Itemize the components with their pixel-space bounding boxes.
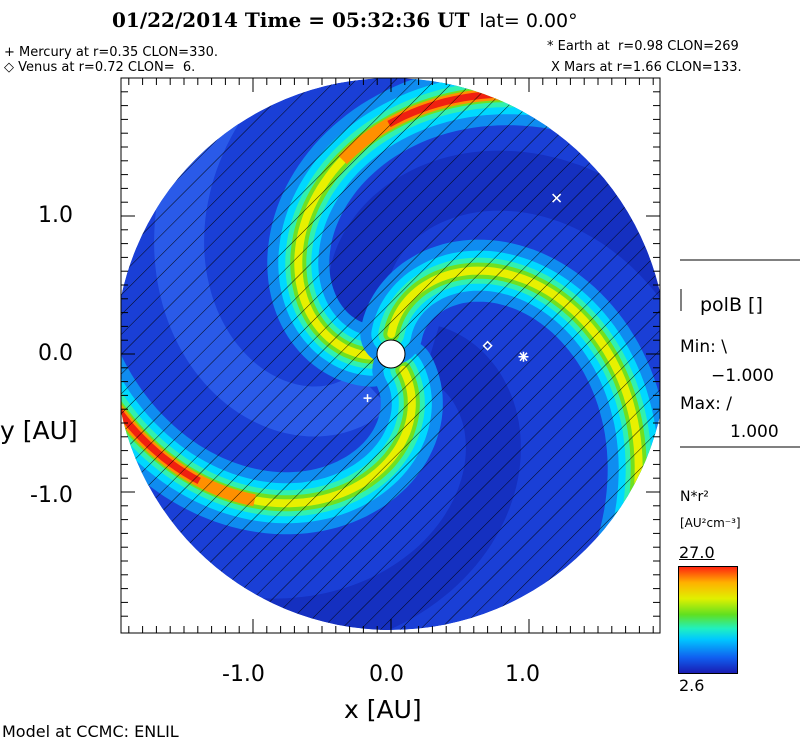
min-value: −1.000 xyxy=(711,366,774,386)
colorbar-max: 27.0 xyxy=(679,543,715,562)
quantity-label: N*r² xyxy=(680,489,709,505)
planet-markers xyxy=(363,193,562,403)
earth-info: * Earth at r=0.98 CLON=269 xyxy=(547,39,739,54)
ytick-label: 1.0 xyxy=(38,203,73,228)
earth-marker xyxy=(518,351,529,362)
x-axis-label: x [AU] xyxy=(344,695,422,724)
max-label: Max: / xyxy=(680,394,733,414)
xtick-label: 1.0 xyxy=(505,662,540,687)
axis-ticks xyxy=(121,78,660,633)
min-label: Min: \ xyxy=(680,337,728,357)
xtick-label: 0.0 xyxy=(369,662,404,687)
mercury-info: + Mercury at r=0.35 CLON=330. xyxy=(4,45,219,60)
plot-title: 01/22/2014 Time = 05:32:36 UT xyxy=(112,8,470,32)
max-value: 1.000 xyxy=(730,422,779,442)
mercury-marker xyxy=(363,394,372,403)
venus-info: ◇ Venus at r=0.72 CLON= 6. xyxy=(4,60,196,75)
y-axis-label: y [AU] xyxy=(0,416,78,445)
latitude-label: lat= 0.00° xyxy=(479,10,578,32)
mars-info: X Mars at r=1.66 CLON=133. xyxy=(551,60,742,75)
units-label: [AU²cm⁻³] xyxy=(680,516,741,530)
venus-marker xyxy=(482,340,493,351)
inner-boundary xyxy=(376,339,406,369)
ytick-label: -1.0 xyxy=(30,483,73,508)
mars-marker xyxy=(552,193,562,203)
footer-credit: Model at CCMC: ENLIL xyxy=(2,722,179,741)
colorbar xyxy=(678,566,738,674)
ytick-label: 0.0 xyxy=(38,341,73,366)
title-row: 01/22/2014 Time = 05:32:36 UT lat= 0.00° xyxy=(112,10,578,31)
xtick-label: -1.0 xyxy=(222,662,265,687)
colorbar-min: 2.6 xyxy=(679,676,705,695)
polb-label: polB [] xyxy=(700,294,763,316)
